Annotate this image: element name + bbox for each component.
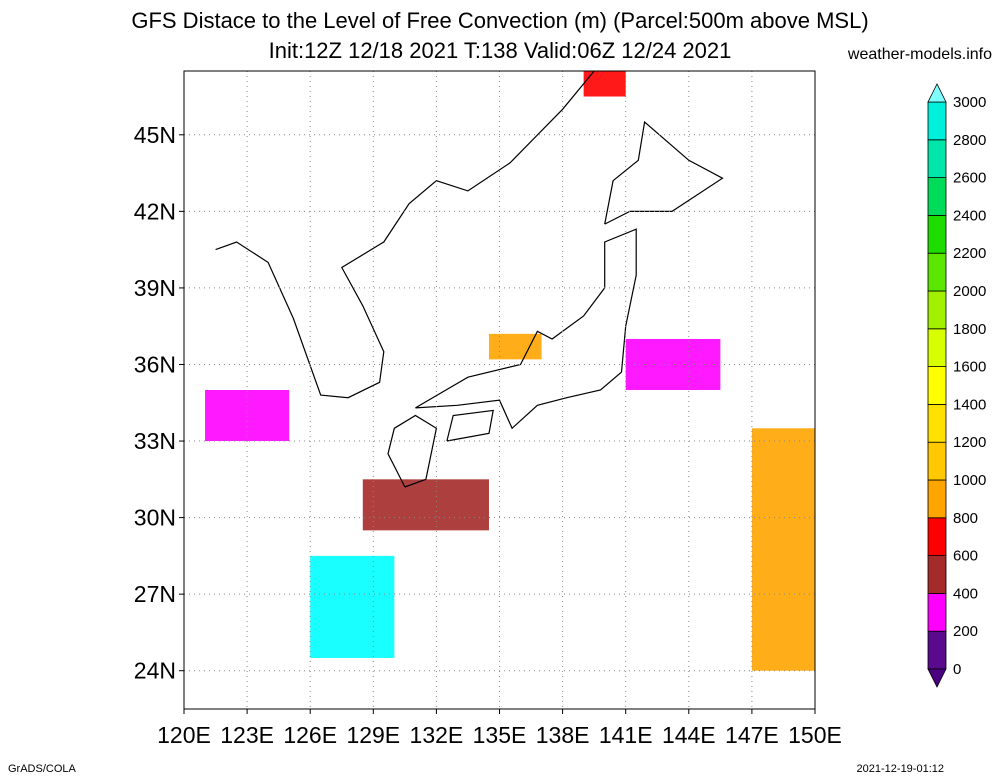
- colorbar-label: 1400: [953, 396, 986, 413]
- region-sea-of-japan: [488, 333, 542, 360]
- x-tick-label: 138E: [536, 722, 590, 748]
- x-tick-label: 135E: [473, 722, 527, 748]
- colorbar-label: 2800: [953, 132, 986, 149]
- region-kyushu-south: [362, 479, 489, 531]
- coastline: [215, 71, 595, 399]
- y-tick-label: 39N: [134, 275, 176, 301]
- y-tick-label: 45N: [134, 122, 176, 148]
- colorbar-box: [927, 214, 947, 254]
- colorbar-box: [927, 630, 947, 670]
- chart-title: GFS Distace to the Level of Free Convect…: [131, 8, 869, 33]
- coastline: [446, 409, 494, 442]
- region-kanto-east: [625, 338, 721, 390]
- colorbar-box: [927, 593, 947, 632]
- colorbar-box: [927, 403, 947, 443]
- colorbar-box: [927, 101, 947, 141]
- region-yellow-sea: [205, 390, 290, 442]
- y-tick-label: 30N: [134, 505, 176, 531]
- colorbar-label: 1000: [953, 472, 986, 489]
- colorbar-label: 2400: [953, 207, 986, 224]
- footer-timestamp: 2021-12-19-01:12: [856, 763, 944, 775]
- colorbar-box: [927, 366, 947, 405]
- y-tick-label: 36N: [134, 351, 176, 377]
- x-tick-label: 132E: [410, 722, 464, 748]
- footer-left: GrADS/COLA: [8, 763, 76, 775]
- coastline: [604, 120, 724, 225]
- colorbar-label: 200: [953, 623, 978, 640]
- colorbar-box: [927, 177, 947, 216]
- region-okinawa-area: [310, 555, 395, 658]
- colorbar-label: 1600: [953, 359, 986, 376]
- x-tick-label: 144E: [662, 722, 716, 748]
- region-hokkaido-north: [583, 71, 626, 97]
- colorbar-box: [927, 252, 947, 292]
- colorbar-over-triangle: [927, 83, 947, 103]
- colorbar-box: [927, 139, 947, 179]
- colorbar-box: [927, 441, 947, 481]
- colorbar-label: 0: [953, 661, 961, 678]
- y-tick-label: 24N: [134, 658, 176, 684]
- colorbar-label: 600: [953, 548, 978, 565]
- chart-subtitle: Init:12Z 12/18 2021 T:138 Valid:06Z 12/2…: [268, 38, 732, 63]
- colorbar-box: [927, 479, 947, 519]
- coastline: [415, 228, 637, 430]
- coastline: [387, 414, 438, 488]
- colorbar-label: 1200: [953, 434, 986, 451]
- x-tick-label: 141E: [599, 722, 653, 748]
- plot-frame: [183, 70, 816, 710]
- x-tick-label: 147E: [725, 722, 779, 748]
- x-tick-label: 129E: [346, 722, 400, 748]
- x-tick-label: 126E: [283, 722, 337, 748]
- colorbar-label: 1800: [953, 321, 986, 338]
- colorbar-box: [927, 328, 947, 367]
- y-tick-label: 27N: [134, 581, 176, 607]
- x-tick-label: 123E: [220, 722, 274, 748]
- colorbar-box: [927, 517, 947, 556]
- colorbar-label: 3000: [953, 94, 986, 111]
- colorbar-label: 800: [953, 510, 978, 527]
- colorbar-box: [927, 555, 947, 594]
- colorbar-label: 400: [953, 585, 978, 602]
- colorbar-label: 2000: [953, 283, 986, 300]
- x-tick-label: 120E: [157, 722, 211, 748]
- y-tick-label: 33N: [134, 428, 176, 454]
- x-tick-label: 150E: [788, 722, 842, 748]
- colorbar-label: 2600: [953, 170, 986, 187]
- site-credit: weather-models.info: [847, 46, 992, 63]
- y-tick-label: 42N: [134, 198, 176, 224]
- colorbar-box: [927, 290, 947, 330]
- colorbar-label: 2200: [953, 245, 986, 262]
- region-pacific-east: [751, 428, 815, 671]
- colorbar-under-triangle: [927, 668, 947, 688]
